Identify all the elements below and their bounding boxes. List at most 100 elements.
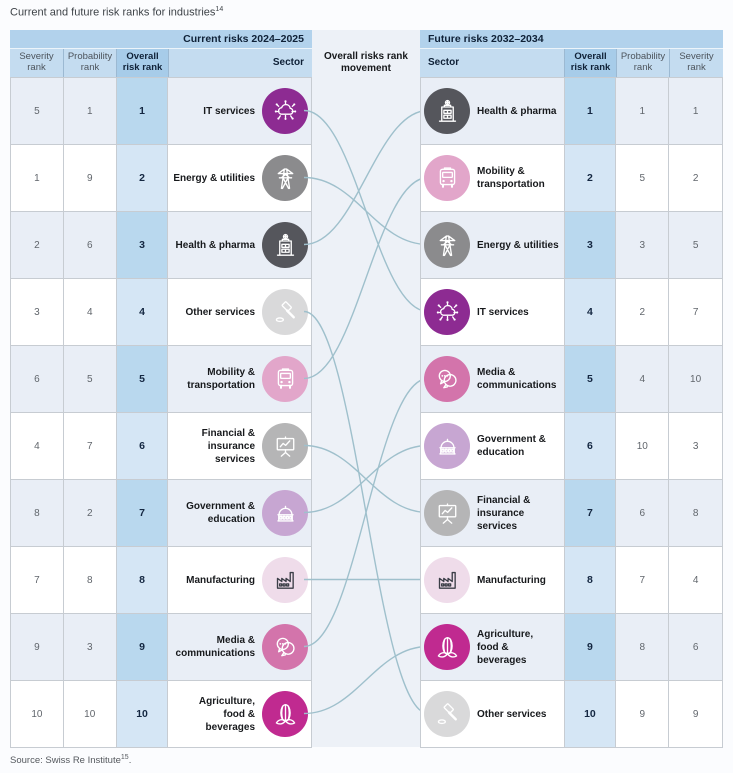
current-table-header: Current risks 2024–2025 — [10, 30, 312, 49]
corn-icon — [262, 691, 309, 737]
future-table-column-headers: Sector Overall risk rank Probability ran… — [420, 49, 723, 77]
future-table-header: Future risks 2032–2034 — [420, 30, 723, 49]
chat-bubbles-icon — [262, 624, 309, 670]
severity-rank-cell: 9 — [11, 614, 64, 680]
figure-title-footnote: 14 — [215, 6, 224, 13]
severity-rank-cell: 3 — [669, 413, 723, 479]
probability-rank-cell: 3 — [64, 614, 117, 680]
probability-rank-cell: 8 — [616, 614, 670, 680]
factory-icon — [262, 557, 309, 603]
probability-rank-header: Probability rank — [616, 49, 669, 77]
overall-rank-cell: 9 — [116, 614, 169, 680]
source-suffix: . — [128, 755, 132, 767]
future-risk-row: Government & education 6 10 3 — [421, 412, 723, 479]
risk-rank-figure: Current risks 2024–2025 Severity rank Pr… — [10, 30, 723, 748]
sector-cell: Government & education — [421, 413, 565, 479]
overall-rank-cell: 1 — [116, 78, 169, 144]
rank-movement-line — [303, 176, 429, 246]
rank-movement-line — [303, 109, 429, 246]
probability-rank-cell: 4 — [64, 279, 117, 345]
sector-label: Financial & insurance services — [201, 427, 256, 465]
probability-rank-cell: 7 — [616, 547, 670, 613]
probability-rank-cell: 6 — [616, 480, 670, 546]
sector-cell: Media & communications — [421, 346, 565, 412]
sector-cell: Other services — [168, 279, 313, 345]
sector-cell: Other services — [421, 681, 565, 747]
movement-label: Overall risks rank movement — [324, 51, 408, 74]
sector-cell: Health & pharma — [168, 212, 313, 278]
transmission-tower-icon — [424, 222, 470, 268]
gavel-icon — [262, 289, 309, 335]
current-table-header-text: Current risks 2024–2025 — [183, 33, 304, 45]
severity-rank-cell: 6 — [669, 614, 723, 680]
overall-risk-rank-header: Overall risk rank — [564, 49, 616, 77]
probability-rank-cell: 3 — [616, 212, 670, 278]
overall-rank-cell: 6 — [116, 413, 169, 479]
rank-movement-lines — [303, 109, 429, 715]
probability-rank-cell: 4 — [616, 346, 670, 412]
hospital-icon — [424, 88, 470, 134]
current-risk-row: 3 4 4 Other services — [11, 278, 313, 345]
probability-rank-cell: 9 — [616, 681, 670, 747]
sector-label: Manufacturing — [186, 574, 256, 586]
sector-cell: IT services — [421, 279, 565, 345]
current-risks-table: Current risks 2024–2025 Severity rank Pr… — [10, 30, 313, 748]
future-risk-row: Energy & utilities 3 3 5 — [421, 211, 723, 278]
overall-rank-cell: 8 — [564, 547, 617, 613]
probability-rank-cell: 2 — [616, 279, 670, 345]
sector-label: Health & pharma — [477, 105, 557, 117]
sector-cell: Mobility & transportation — [168, 346, 313, 412]
severity-rank-cell: 4 — [11, 413, 64, 479]
sector-cell: Health & pharma — [421, 78, 565, 144]
sector-cell: Manufacturing — [168, 547, 313, 613]
probability-rank-cell: 9 — [64, 145, 117, 211]
current-risk-row: 10 10 10 Agriculture, food & beverages — [11, 680, 313, 747]
severity-rank-cell: 10 — [11, 681, 64, 747]
future-risk-row: IT services 4 2 7 — [421, 278, 723, 345]
figure-title: Current and future risk ranks for indust… — [10, 6, 223, 19]
rank-movement-line — [303, 176, 429, 380]
sector-cell: Financial & insurance services — [168, 413, 313, 479]
future-risk-row: Financial & insurance services 7 6 8 — [421, 479, 723, 546]
capitol-icon — [424, 423, 470, 469]
corn-icon — [424, 624, 470, 670]
severity-rank-cell: 7 — [669, 279, 723, 345]
overall-rank-cell: 9 — [564, 614, 617, 680]
presentation-chart-icon — [262, 423, 309, 469]
rank-movement-line — [303, 645, 429, 715]
sector-cell: IT services — [168, 78, 313, 144]
sector-cell: Government & education — [168, 480, 313, 546]
presentation-chart-icon — [424, 490, 470, 536]
severity-rank-cell: 8 — [669, 480, 723, 546]
severity-rank-cell: 8 — [11, 480, 64, 546]
sector-cell: Financial & insurance services — [421, 480, 565, 546]
current-risk-row: 2 6 3 Health & pharma — [11, 211, 313, 278]
overall-rank-cell: 10 — [564, 681, 617, 747]
sector-label: Media & communications — [175, 635, 256, 659]
future-risk-row: Mobility & transportation 2 5 2 — [421, 144, 723, 211]
current-table-column-headers: Severity rank Probability rank Overall r… — [10, 49, 312, 77]
future-table-header-text: Future risks 2032–2034 — [428, 33, 544, 45]
cloud-network-icon — [424, 289, 470, 335]
current-risk-row: 1 9 2 Energy & utilities — [11, 144, 313, 211]
severity-rank-cell: 3 — [11, 279, 64, 345]
sector-label: Government & education — [186, 501, 256, 525]
probability-rank-header: Probability rank — [63, 49, 116, 77]
sector-cell: Energy & utilities — [421, 212, 565, 278]
sector-label: Financial & insurance services — [477, 494, 531, 532]
severity-rank-header: Severity rank — [669, 49, 723, 77]
severity-rank-cell: 5 — [669, 212, 723, 278]
sector-label: Manufacturing — [477, 574, 546, 586]
probability-rank-cell: 6 — [64, 212, 117, 278]
sector-label: Energy & utilities — [173, 172, 256, 184]
probability-rank-cell: 1 — [616, 78, 670, 144]
severity-rank-cell: 4 — [669, 547, 723, 613]
probability-rank-cell: 1 — [64, 78, 117, 144]
capitol-icon — [262, 490, 309, 536]
sector-cell: Energy & utilities — [168, 145, 313, 211]
sector-header: Sector — [168, 49, 312, 77]
sector-label: Agriculture, food & beverages — [198, 695, 256, 733]
overall-rank-cell: 7 — [116, 480, 169, 546]
severity-rank-cell: 2 — [11, 212, 64, 278]
overall-rank-cell: 1 — [564, 78, 617, 144]
